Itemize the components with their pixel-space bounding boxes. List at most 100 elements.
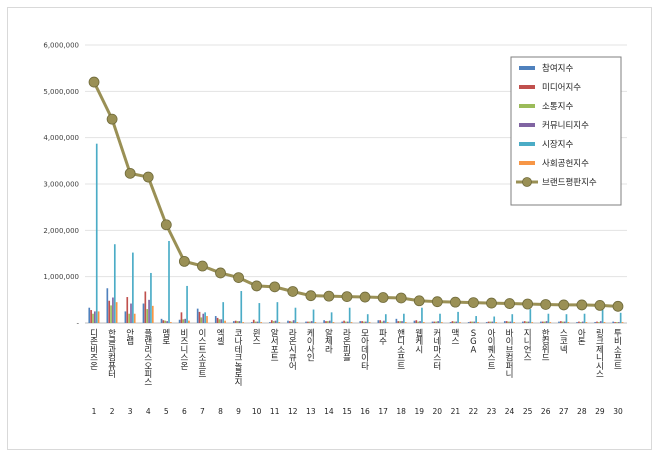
bar <box>108 300 111 323</box>
bar <box>272 321 275 323</box>
bar <box>206 316 208 323</box>
x-rank-label: 17 <box>378 407 388 416</box>
line-point <box>269 281 281 293</box>
bar <box>439 313 441 323</box>
bar <box>433 321 436 323</box>
bar <box>619 312 622 323</box>
bar <box>614 322 616 323</box>
bar <box>216 317 219 323</box>
x-rank-label: 1 <box>92 407 97 416</box>
bar <box>493 316 496 323</box>
legend-swatch <box>519 66 535 70</box>
x-rank-label: 4 <box>146 407 151 416</box>
bar <box>343 320 345 323</box>
bar <box>162 320 165 323</box>
bar <box>256 321 259 323</box>
y-tick-label: 5,000,000 <box>43 88 79 96</box>
x-rank-label: 19 <box>414 407 424 416</box>
bar <box>92 313 94 323</box>
bar <box>312 309 315 323</box>
bar <box>495 322 497 323</box>
bar <box>180 312 183 323</box>
line-point <box>377 292 389 303</box>
bar <box>601 310 604 323</box>
bar <box>198 311 201 323</box>
bar <box>545 321 548 323</box>
x-rank-label: 7 <box>200 407 205 416</box>
bar <box>218 319 221 323</box>
line-point <box>468 297 479 309</box>
bar <box>475 316 477 323</box>
bar <box>240 291 243 323</box>
bar <box>332 322 335 323</box>
bar <box>441 322 443 323</box>
bar <box>561 321 564 323</box>
bar <box>599 321 602 323</box>
bar <box>113 244 116 323</box>
bar <box>170 322 172 323</box>
bar <box>146 309 149 323</box>
y-axis-ticks: - 1,000,000 2,000,000 3,000,000 4,000,000 5,0… <box>43 42 79 328</box>
bar <box>507 321 510 323</box>
bar <box>328 320 331 323</box>
bar <box>232 321 235 323</box>
bar <box>222 302 225 323</box>
legend-marker <box>522 177 532 187</box>
bar <box>419 321 421 323</box>
y-tick-label: 2,000,000 <box>43 227 79 235</box>
bar <box>594 322 596 323</box>
bar <box>220 319 223 323</box>
bar <box>290 321 293 323</box>
line-point <box>504 298 515 309</box>
bar <box>477 322 479 323</box>
bar <box>182 319 185 323</box>
x-rank-label: 28 <box>577 407 587 416</box>
bar <box>581 321 584 323</box>
legend-label: 사회공헌지수 <box>542 159 589 169</box>
bar <box>142 303 145 323</box>
bar <box>531 322 534 323</box>
bar <box>106 288 109 323</box>
bar <box>124 311 127 323</box>
bar <box>529 309 532 323</box>
x-rank-label: 23 <box>487 407 497 416</box>
line-point <box>323 290 335 302</box>
bar <box>236 321 239 323</box>
series-line <box>88 76 624 312</box>
x-rank-label: 20 <box>433 407 443 416</box>
bar <box>323 320 325 323</box>
bar <box>509 321 512 323</box>
x-rank-label: 5 <box>164 407 169 416</box>
legend-label: 소통지수 <box>542 102 573 112</box>
bar <box>341 321 344 323</box>
x-axis-category-labels: 디 존 비 즈 온 한 글 과 컴 퓨 터 안 랩 플 랜 리 스 오 피 스 멤 로 비 즈 니 스 온 이 스 트 소 프 트 엑 셀 코 나 테 크 놀… <box>90 328 622 388</box>
x-rank-label: 2 <box>110 407 115 416</box>
line-point <box>449 296 461 308</box>
bar <box>549 322 552 323</box>
legend-label: 미디어지수 <box>542 82 581 93</box>
bar <box>294 307 297 323</box>
x-rank-label: 8 <box>218 407 223 416</box>
line-point <box>106 113 118 125</box>
bar <box>314 322 317 323</box>
line-point <box>341 291 353 302</box>
line-point <box>486 297 497 309</box>
bar <box>491 321 494 323</box>
bar <box>415 320 418 323</box>
bar <box>325 321 327 323</box>
